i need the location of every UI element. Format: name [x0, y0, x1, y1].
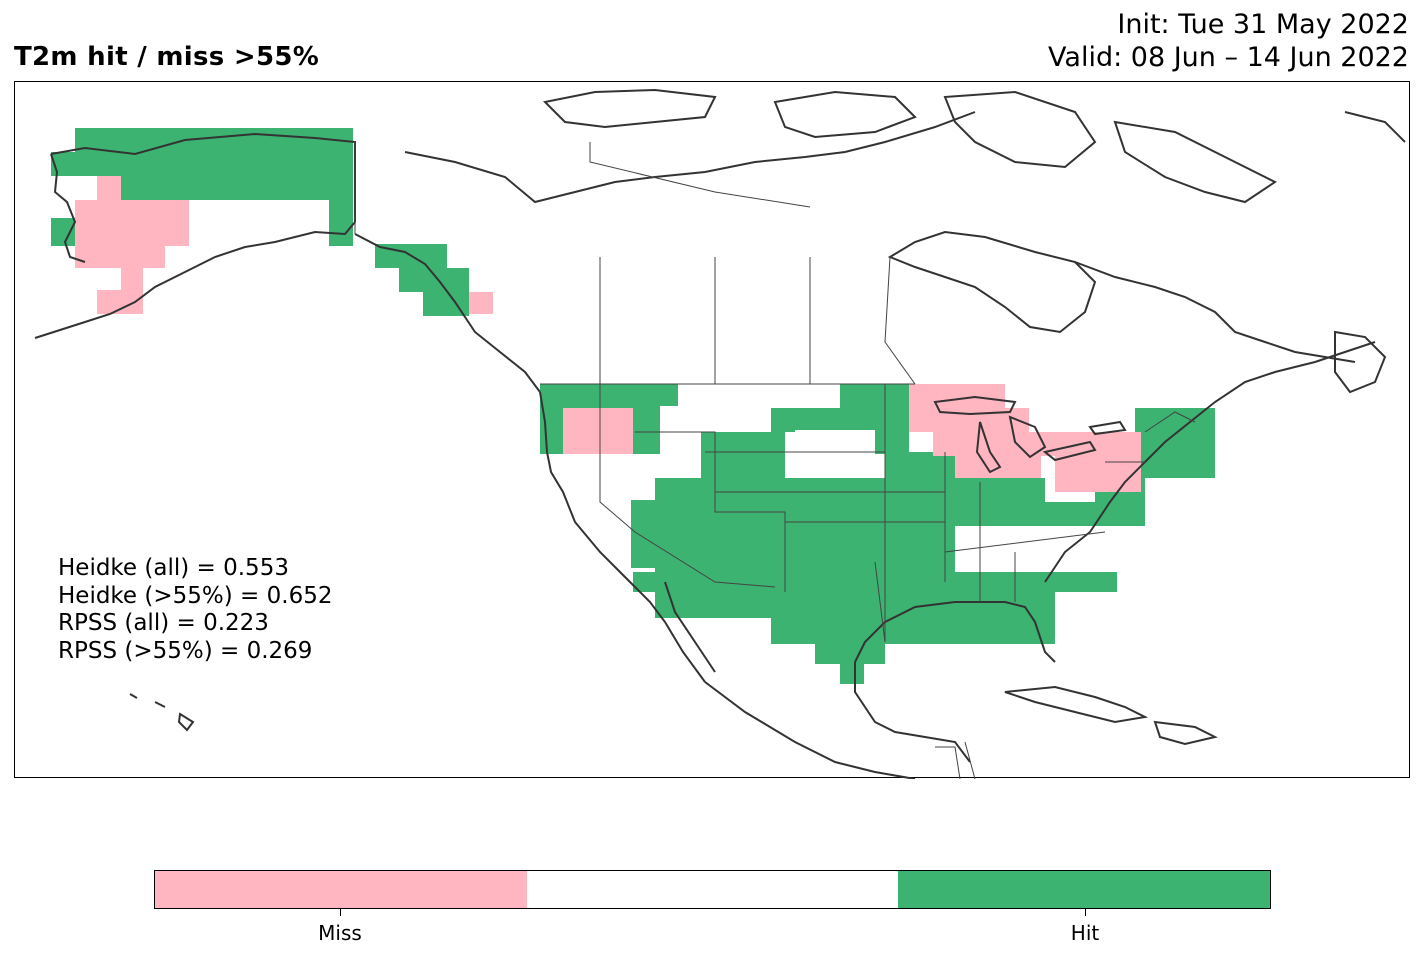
colorbar-label-hit: Hit [1070, 921, 1100, 945]
colorbar-none [526, 871, 899, 908]
miss-cell-17 [585, 408, 607, 432]
miss-cell-39 [933, 432, 1073, 456]
map-panel [14, 81, 1410, 779]
init-date: Init: Tue 31 May 2022 [1117, 9, 1409, 40]
hit-cell-31 [840, 664, 864, 684]
valid-range: Valid: 08 Jun – 14 Jun 2022 [1048, 42, 1409, 73]
hit-cell-20 [783, 408, 889, 430]
miss-cell-8 [121, 268, 143, 292]
miss-cell-42 [1055, 456, 1141, 492]
hit-cell-3 [329, 200, 353, 246]
heidke-55: Heidke (>55%) = 0.652 [58, 582, 333, 609]
hit-cell-2 [121, 152, 353, 200]
colorbar-tick-miss [340, 909, 341, 916]
forecast-grid [51, 128, 1215, 684]
colorbar [154, 870, 1271, 909]
hit-cell-32 [985, 478, 1045, 526]
heidke-all: Heidke (all) = 0.553 [58, 555, 289, 581]
miss-cell-6 [75, 200, 189, 246]
rpss-55: RPSS (>55%) = 0.269 [58, 637, 313, 664]
hit-cell-4 [51, 218, 75, 246]
miss-cell-37 [909, 384, 1005, 408]
map-canvas [34, 88, 1406, 779]
rpss-all: RPSS (all) = 0.223 [58, 610, 269, 636]
hit-cell-33 [1045, 502, 1095, 526]
forecast-dates: Init: Tue 31 May 2022 Valid: 08 Jun – 14… [1048, 8, 1409, 74]
hit-cell-27 [633, 572, 1117, 592]
borders [354, 142, 1196, 779]
hit-cell-11 [399, 268, 469, 292]
hit-cell-28 [655, 592, 1055, 618]
miss-cell-13 [469, 292, 493, 314]
colorbar-label-miss: Miss [318, 921, 362, 945]
hit-cell-30 [815, 644, 885, 664]
hit-cell-1 [51, 152, 111, 176]
skill-scores: Heidke (all) = 0.553 Heidke (>55%) = 0.6… [58, 555, 332, 665]
coastlines [34, 88, 1406, 779]
colorbar-hit [898, 871, 1271, 908]
hit-cell-18 [701, 432, 785, 478]
hit-cell-22 [875, 384, 909, 454]
miss-cell-7 [75, 246, 165, 268]
hit-cell-29 [771, 618, 1055, 644]
colorbar-tick-hit [1085, 909, 1086, 916]
miss-cell-5 [97, 176, 121, 200]
map-title: T2m hit / miss >55% [14, 42, 320, 72]
hit-cell-15 [660, 384, 678, 406]
hit-cell-25 [655, 526, 955, 572]
colorbar-miss [155, 871, 527, 908]
